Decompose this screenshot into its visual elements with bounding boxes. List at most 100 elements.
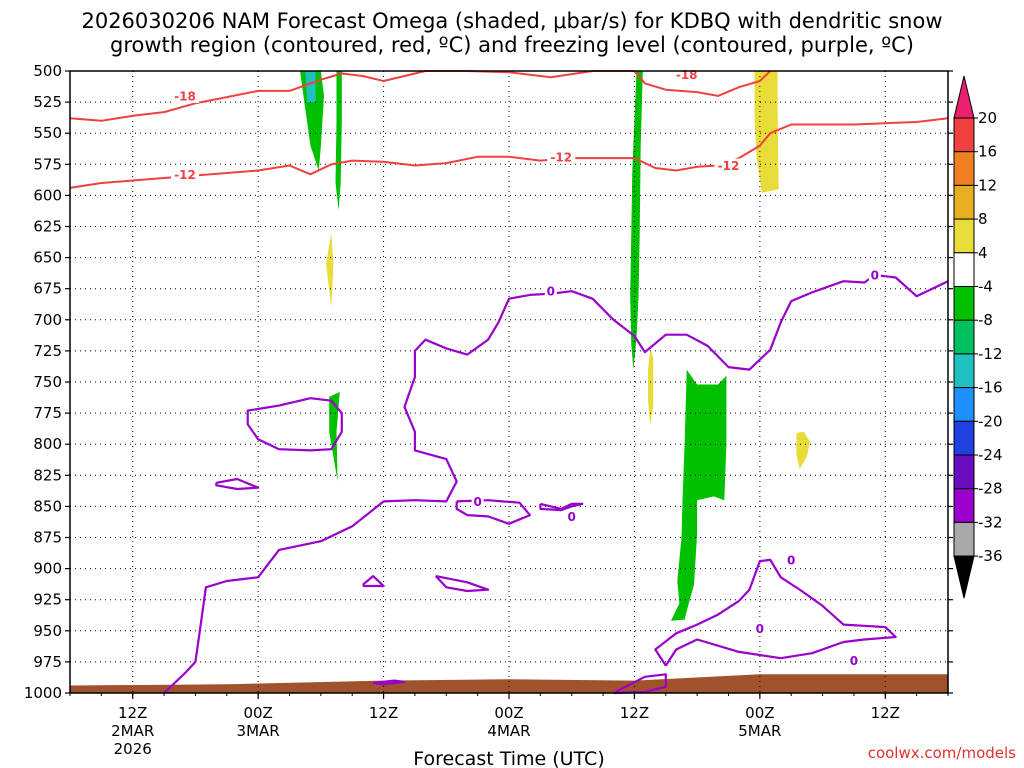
y-tick-label-950: 950 xyxy=(33,622,62,640)
colorbar-box-4 xyxy=(953,252,975,288)
colorbar-label-9: -20 xyxy=(978,412,1003,430)
y-tick-label-750: 750 xyxy=(33,373,62,391)
y-tick-label-1000: 1000 xyxy=(24,684,62,702)
colorbar-top-triangle xyxy=(953,75,975,119)
freezing-contour-5 xyxy=(361,574,385,588)
freezing-contour-4 xyxy=(215,477,260,491)
y-tick-label-625: 625 xyxy=(33,218,62,236)
contour-label-4: -12 xyxy=(718,159,740,173)
colorbar-label-1: 16 xyxy=(978,143,997,161)
y-tick-label-925: 925 xyxy=(33,591,62,609)
omega-region-1 xyxy=(305,71,316,103)
x-tick-date-42: 4MAR xyxy=(487,722,530,740)
freezing-contour-1 xyxy=(246,397,343,452)
x-tick-label-42: 00Z xyxy=(494,704,523,722)
contour-label-8: 0 xyxy=(568,510,576,524)
y-tick-label-775: 775 xyxy=(33,404,62,422)
y-tick-label-825: 825 xyxy=(33,466,62,484)
colorbar: 20 16 12 8 4 -4 -8 -12 -16 -20 -24 -28 -32 -36 xyxy=(953,75,1003,599)
colorbar-box-2 xyxy=(953,184,975,220)
x-tick-label-54: 12Z xyxy=(620,704,649,722)
x-tick-date-18: 3MAR xyxy=(237,722,280,740)
terrain-layer xyxy=(70,674,948,693)
contour-label-1: -12 xyxy=(174,168,196,182)
colorbar-box-5 xyxy=(953,286,975,321)
omega-region-9 xyxy=(796,431,810,470)
contour-label-11: 0 xyxy=(850,654,858,668)
contour-label-bg-8 xyxy=(565,509,578,524)
colorbar-box-10 xyxy=(953,454,975,490)
y-tick-label-500: 500 xyxy=(33,62,62,80)
colorbar-label-0: 20 xyxy=(978,109,997,127)
colorbar-box-1 xyxy=(953,151,975,186)
contour-label-bg-7 xyxy=(471,494,484,509)
y-tick-label-675: 675 xyxy=(33,280,62,298)
freezing-contour-0 xyxy=(163,273,949,694)
y-tick-label-725: 725 xyxy=(33,342,62,360)
contour-label-10: 0 xyxy=(756,622,764,636)
x-tick-date-6: 2MAR xyxy=(111,722,154,740)
colorbar-label-12: -32 xyxy=(978,513,1003,531)
y-tick-label-575: 575 xyxy=(33,155,62,173)
contour-layer xyxy=(69,70,949,695)
contour-label-5: 0 xyxy=(547,285,555,299)
freezing-contour-8 xyxy=(654,558,897,667)
x-tick-label-18: 00Z xyxy=(243,704,272,722)
omega-region-4 xyxy=(630,71,643,370)
colorbar-box-3 xyxy=(953,218,975,254)
contour-label-6: 0 xyxy=(871,269,879,283)
omega-region-7 xyxy=(326,232,334,308)
colorbar-label-10: -24 xyxy=(978,446,1003,464)
chart-title-line1: 2026030206 NAM Forecast Omega (shaded, μ… xyxy=(81,9,942,33)
y-tick-label-900: 900 xyxy=(33,560,62,578)
x-tick-date-66: 5MAR xyxy=(738,722,781,740)
contour-label-bg-2 xyxy=(547,149,576,164)
omega-region-5 xyxy=(671,369,727,621)
colorbar-box-11 xyxy=(953,488,975,523)
freezing-contour-2 xyxy=(455,499,532,525)
y-tick-label-525: 525 xyxy=(33,93,62,111)
contour-label-bg-5 xyxy=(544,284,557,299)
dgz-contour-1 xyxy=(69,117,949,189)
colorbar-box-7 xyxy=(953,353,975,389)
contour-label-bg-11 xyxy=(847,653,860,668)
contour-label-2: -12 xyxy=(550,150,572,164)
y-tick-label-700: 700 xyxy=(33,311,62,329)
contour-label-bg-0 xyxy=(170,88,199,103)
contour-label-bg-9 xyxy=(785,552,798,567)
colorbar-label-4: 4 xyxy=(978,244,988,262)
colorbar-box-12 xyxy=(953,521,975,557)
omega-region-6 xyxy=(754,71,779,193)
y-axis: 500 525 550 575 600 625 650 675 700 725 750 775 800 8… xyxy=(24,62,953,702)
y-tick-label-650: 650 xyxy=(33,249,62,267)
freezing-contour-3 xyxy=(539,502,584,512)
grid-layer xyxy=(70,71,948,693)
omega-region-3 xyxy=(329,392,340,482)
freezing-contour-6 xyxy=(434,575,490,593)
y-tick-label-800: 800 xyxy=(33,435,62,453)
colorbar-label-2: 12 xyxy=(978,176,997,194)
colorbar-box-0 xyxy=(953,117,975,153)
x-tick-label-30: 12Z xyxy=(369,704,398,722)
dgz-contour-0 xyxy=(69,70,771,122)
y-tick-label-875: 875 xyxy=(33,529,62,547)
contour-label-bg-4 xyxy=(714,158,743,173)
colorbar-box-9 xyxy=(953,420,975,456)
x-tick-label-66: 00Z xyxy=(745,704,774,722)
omega-region-2 xyxy=(335,71,342,211)
colorbar-label-13: -36 xyxy=(978,547,1003,565)
y-tick-label-600: 600 xyxy=(33,186,62,204)
omega-shading-layer xyxy=(300,71,810,621)
omega-region-0 xyxy=(300,71,324,171)
colorbar-label-3: 8 xyxy=(978,210,988,228)
x-tick-year-6: 2026 xyxy=(114,740,152,758)
contour-label-9: 0 xyxy=(787,553,795,567)
colorbar-label-6: -8 xyxy=(978,311,993,329)
omega-region-8 xyxy=(648,349,654,426)
x-tick-label-6: 12Z xyxy=(118,704,147,722)
contour-label-bg-6 xyxy=(868,268,881,283)
colorbar-box-8 xyxy=(953,387,975,422)
y-tick-label-550: 550 xyxy=(33,124,62,142)
